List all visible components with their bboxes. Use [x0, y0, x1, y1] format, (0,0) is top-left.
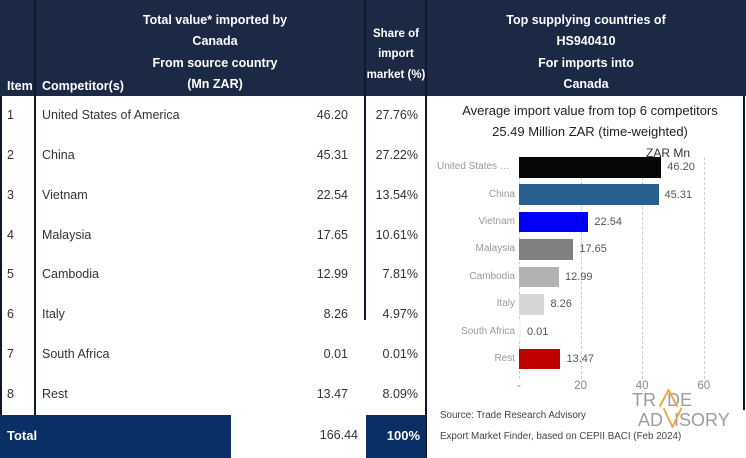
svg-text:TRDE: TR DE — [632, 390, 692, 410]
svg-text:ADISORY: AD ISORY — [638, 410, 730, 429]
